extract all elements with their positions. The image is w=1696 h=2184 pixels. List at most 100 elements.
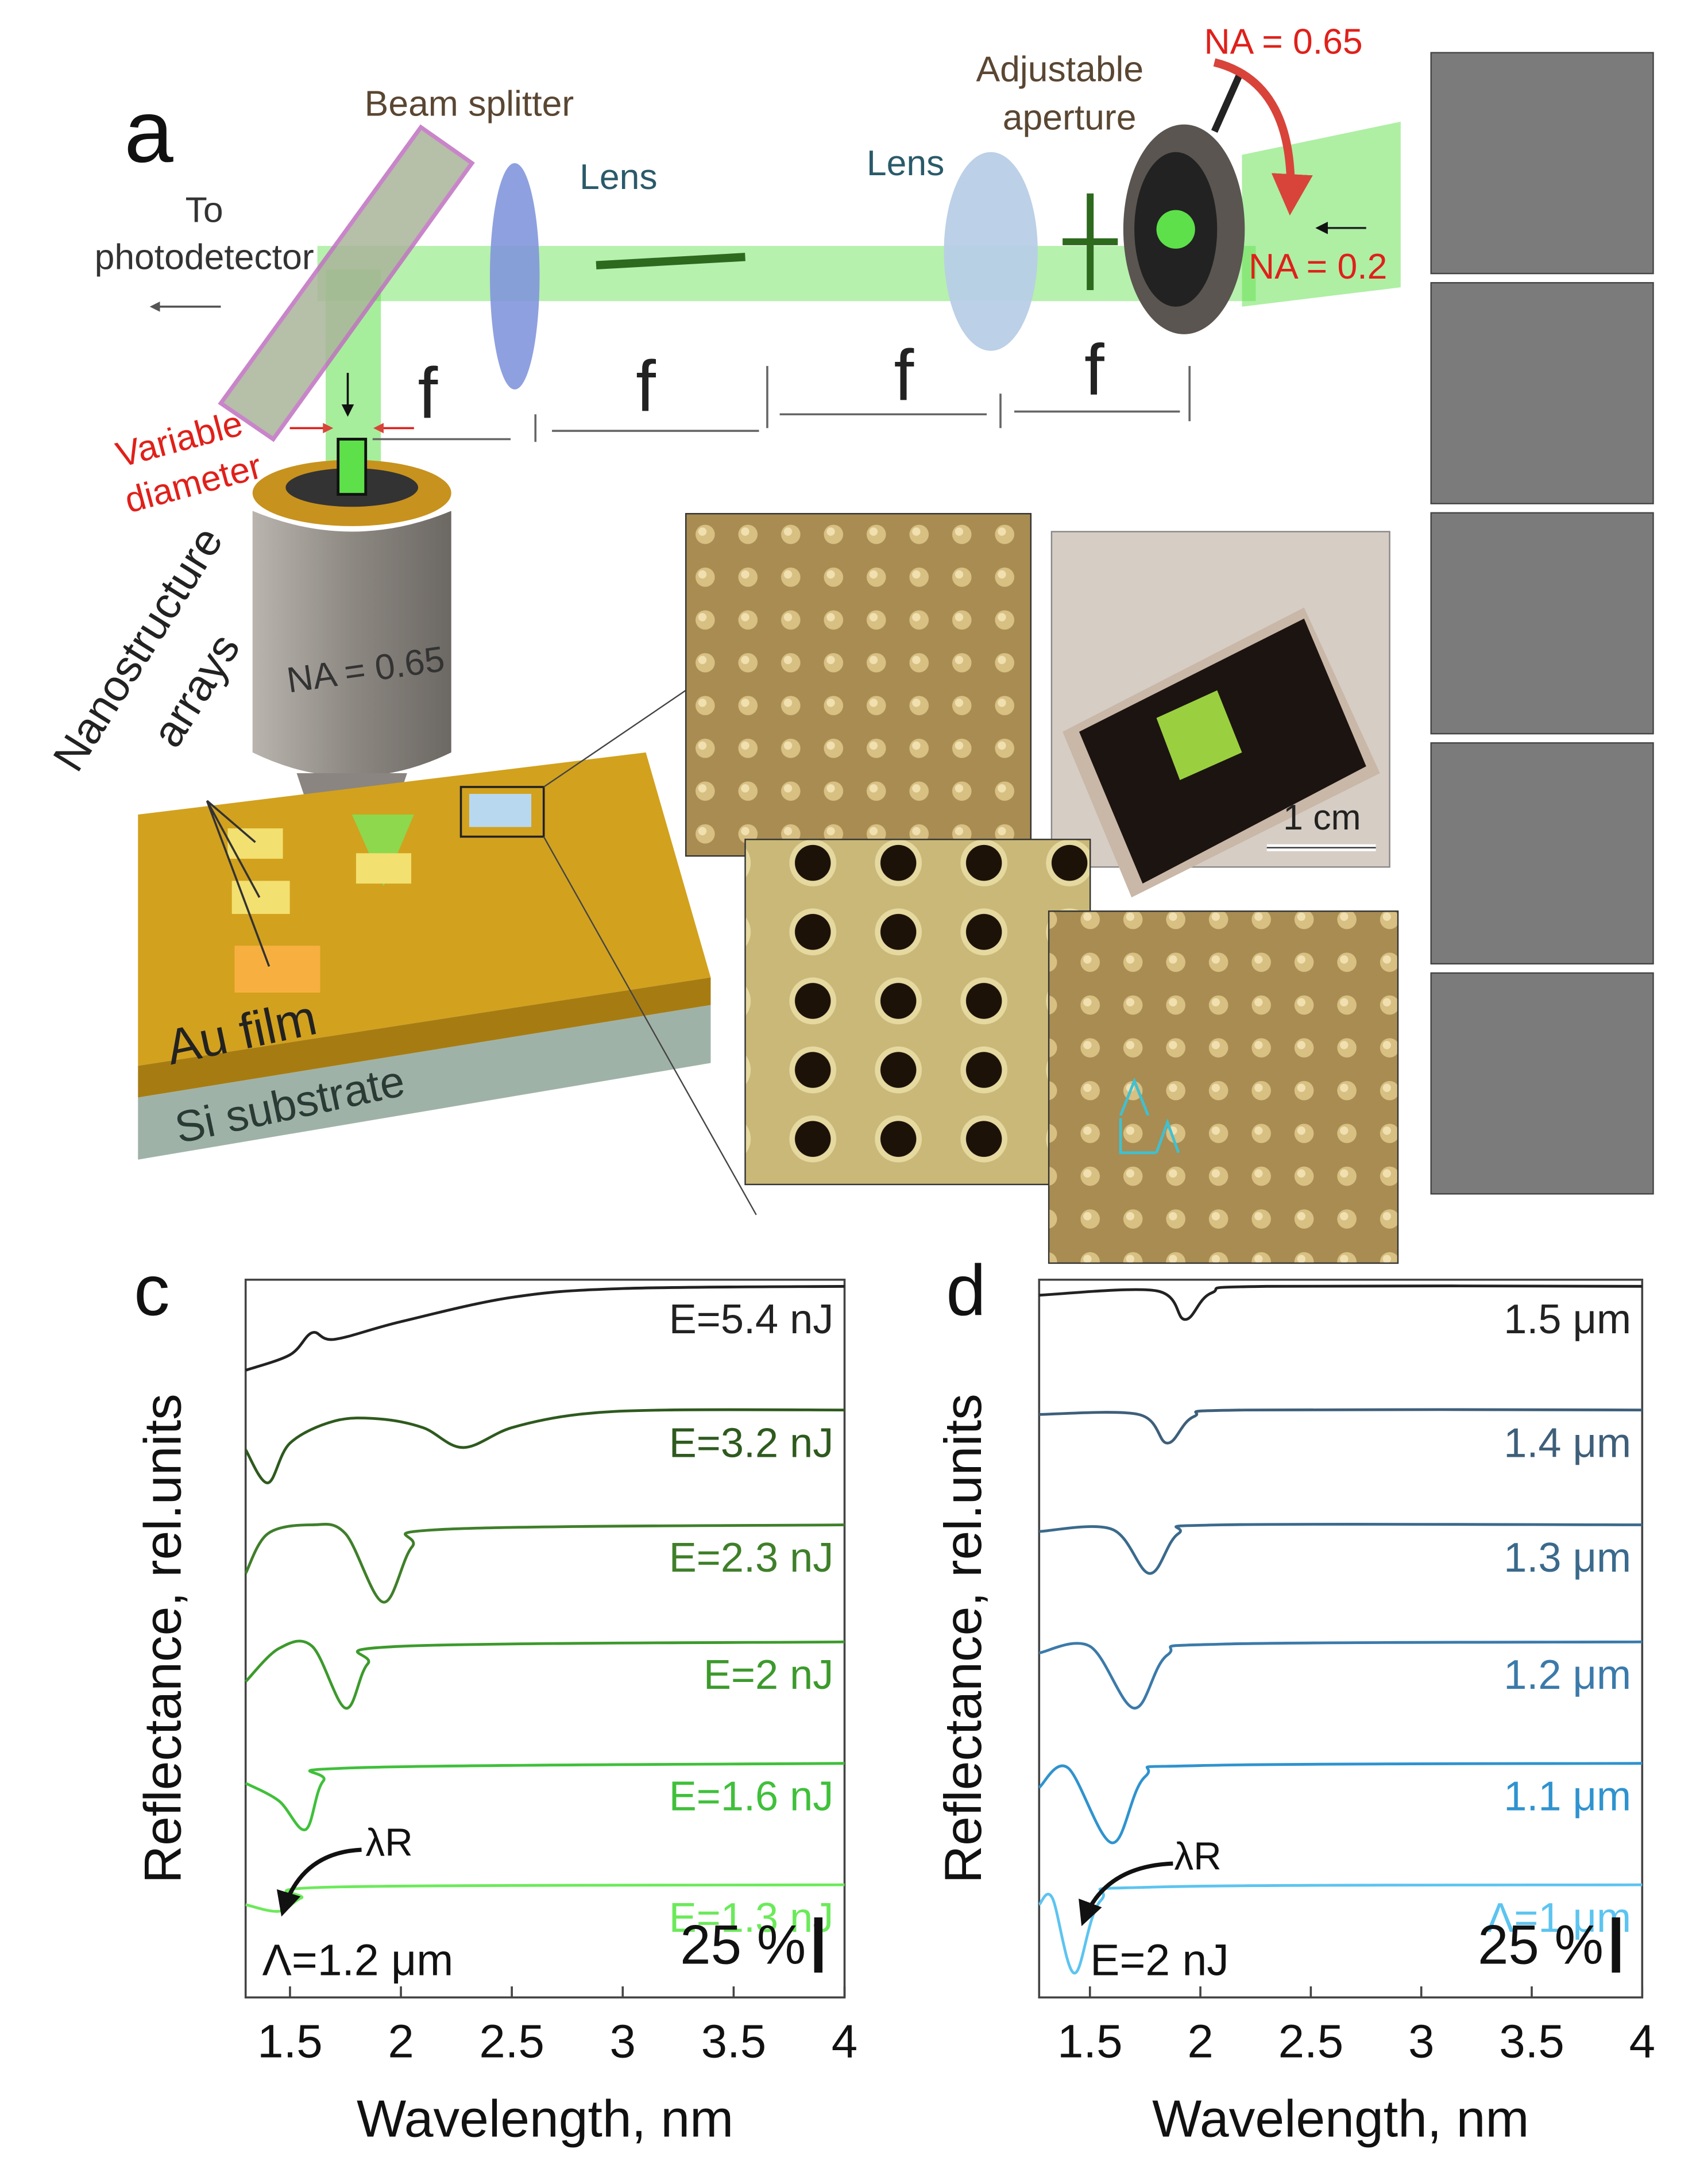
y-axis-label: Reflectance, rel.units [134,1394,192,1884]
panel-label: c [134,1251,169,1330]
label: Lens [580,157,657,197]
label: Lens [867,143,944,183]
x-tick-label: 3 [610,2016,636,2068]
legend-label: E=2.3 nJ [669,1535,834,1581]
lens [489,163,540,389]
scale-bar [814,1917,823,1973]
label: NA = 0.65 [1204,21,1363,61]
photo-array [1156,690,1242,780]
x-tick-label: 2.5 [1278,2016,1344,2068]
plot-frame [1038,1278,1644,1999]
legend-label: E=1.6 nJ [669,1773,834,1819]
label: photodetector [95,237,314,277]
focal-lines [372,366,1191,442]
legend-label: E=2 nJ [704,1652,833,1698]
aperture-mark [1063,193,1118,290]
sem-image [685,513,1032,857]
x-tick-label: 1.5 [1057,2016,1123,2068]
x-axis-label: Wavelength, nm [357,2090,733,2148]
x-tick-label: 2.5 [479,2016,544,2068]
legend-label: Λ=1 μm [1486,1895,1631,1941]
beam [1242,121,1401,307]
sem-image [744,839,1091,1186]
sem-tile [1430,972,1654,1195]
panel-a: a Beam splitter Lens Lens Adjustable ape… [44,21,1401,1264]
scale-label: 25 % [680,1914,806,1975]
label: To [186,190,223,230]
sem-image [1048,910,1399,1264]
spectrum [245,1284,845,1372]
legend-label: 1.5 μm [1504,1296,1631,1342]
focal-label: f [418,354,438,434]
legend-label: E=5.4 nJ [669,1296,834,1342]
annotation: Λ=1.2 μm [262,1935,454,1985]
x-tick-label: 3.5 [701,2016,767,2068]
x-tick-label: 3.5 [1499,2016,1564,2068]
label: NA = 0.2 [1249,246,1387,287]
legend-label: E=1.3 nJ [669,1895,834,1941]
array [356,853,412,884]
spectrum [1039,1284,1643,1321]
period-mark [1119,1077,1180,1155]
sem-tile [1430,282,1654,504]
scale-label: 25 % [1478,1914,1604,1975]
plot-frame [244,1278,846,1999]
focal-label: f [1084,330,1104,410]
spectrum [244,1408,845,1484]
spectrum [1039,1408,1643,1445]
spectrum [1038,1640,1643,1710]
legend-label: 1.3 μm [1504,1535,1631,1581]
legend-label: 1.2 μm [1504,1652,1631,1698]
beam [351,815,414,886]
annotation: λR [365,1822,412,1865]
spectrum [1038,1762,1643,1845]
focal-label: f [894,335,914,415]
aperture-handle [1211,68,1245,133]
focal-label: f [636,347,656,427]
spectrum [244,1639,845,1710]
sem-tile [1430,512,1654,735]
sem-tile [1430,52,1654,275]
label: Adjustable [976,49,1143,90]
arrow [1213,58,1313,216]
au-film [138,977,711,1098]
zoom-box [459,786,545,838]
spectrum [244,1523,845,1604]
scale-bar [1612,1917,1620,1973]
annotation: λR [1174,1835,1221,1878]
aperture [1156,210,1195,249]
beam [317,246,1256,302]
y-axis-label: Reflectance, rel.units [934,1394,992,1884]
x-tick-label: 4 [1629,2016,1655,2068]
arrow [276,1847,362,1917]
annotation: E=2 nJ [1090,1935,1228,1985]
label: Beam splitter [365,84,574,124]
panel-label: a [124,82,173,181]
si-substrate [138,1005,711,1160]
spectrum [1039,1522,1643,1575]
legend-label: 1.4 μm [1504,1420,1631,1466]
x-tick-label: 1.5 [257,2016,323,2068]
x-tick-label: 2 [1187,2016,1213,2068]
sem-tile [1430,742,1654,964]
label: 1 cm [1283,797,1361,838]
array [231,881,290,914]
arrow [1079,1861,1173,1927]
spectrum [245,1762,845,1831]
legend-label: E=3.2 nJ [669,1420,834,1466]
lens [944,152,1038,351]
focus [596,253,745,269]
label: aperture [1003,98,1137,138]
array [469,794,532,827]
beam [337,438,368,496]
x-tick-label: 2 [388,2016,414,2068]
array [227,828,283,859]
beam-splitter [218,124,475,442]
array [234,946,320,993]
legend-label: 1.1 μm [1504,1773,1631,1819]
pointer [206,800,271,967]
objective [252,511,451,777]
x-axis-label: Wavelength, nm [1152,2090,1529,2148]
x-tick-label: 4 [832,2016,857,2068]
